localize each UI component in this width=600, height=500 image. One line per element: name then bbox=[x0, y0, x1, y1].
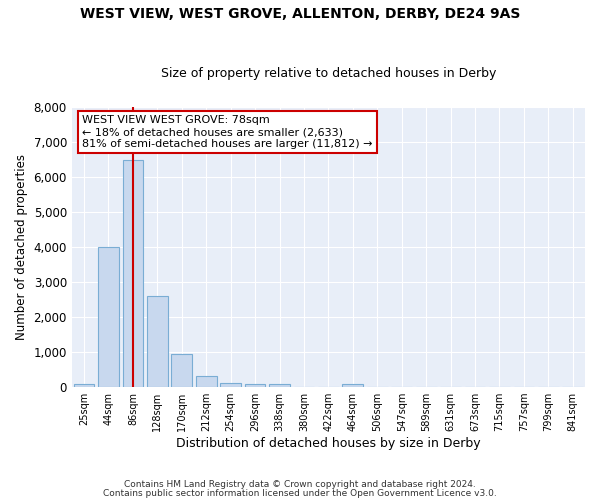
Text: Contains HM Land Registry data © Crown copyright and database right 2024.: Contains HM Land Registry data © Crown c… bbox=[124, 480, 476, 489]
Bar bbox=[196, 376, 217, 387]
Text: WEST VIEW WEST GROVE: 78sqm
← 18% of detached houses are smaller (2,633)
81% of : WEST VIEW WEST GROVE: 78sqm ← 18% of det… bbox=[82, 116, 373, 148]
Title: Size of property relative to detached houses in Derby: Size of property relative to detached ho… bbox=[161, 66, 496, 80]
Bar bbox=[220, 382, 241, 387]
Bar bbox=[172, 354, 192, 387]
Text: Contains public sector information licensed under the Open Government Licence v3: Contains public sector information licen… bbox=[103, 488, 497, 498]
Y-axis label: Number of detached properties: Number of detached properties bbox=[15, 154, 28, 340]
Bar bbox=[74, 384, 94, 387]
Bar bbox=[343, 384, 363, 387]
Bar bbox=[147, 296, 168, 387]
Bar bbox=[98, 247, 119, 387]
Bar bbox=[269, 384, 290, 387]
X-axis label: Distribution of detached houses by size in Derby: Distribution of detached houses by size … bbox=[176, 437, 481, 450]
Bar bbox=[122, 160, 143, 387]
Bar bbox=[245, 384, 265, 387]
Text: WEST VIEW, WEST GROVE, ALLENTON, DERBY, DE24 9AS: WEST VIEW, WEST GROVE, ALLENTON, DERBY, … bbox=[80, 8, 520, 22]
